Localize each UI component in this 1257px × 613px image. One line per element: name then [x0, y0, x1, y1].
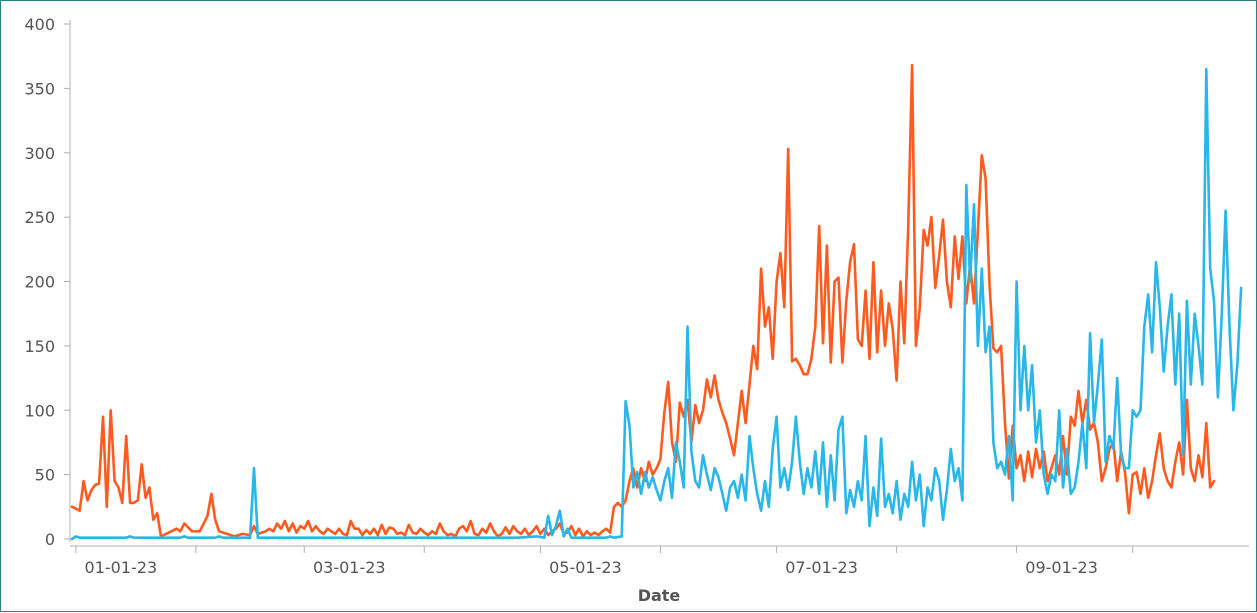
y-tick-label: 250 — [24, 208, 55, 227]
y-ticks: 0 50 100 150 200 250 300 350 400 — [24, 15, 70, 549]
x-axis-title: Date — [638, 586, 681, 605]
x-tick-label: 07-01-23 — [785, 558, 858, 577]
y-tick-label: 200 — [24, 273, 55, 292]
x-tick-label: 05-01-23 — [549, 558, 622, 577]
y-tick-label: 400 — [24, 15, 55, 34]
y-tick-label: 100 — [24, 401, 55, 420]
y-tick-label: 50 — [35, 466, 55, 485]
x-tick-label: 03-01-23 — [313, 558, 386, 577]
series-line-2 — [70, 67, 1243, 541]
series-line-1 — [70, 63, 1216, 538]
x-ticks: 01-01-23 03-01-23 05-01-23 07-01-23 09-01-23 — [75, 546, 1134, 577]
series-layer — [70, 63, 1243, 541]
y-tick-label: 150 — [24, 337, 55, 356]
x-tick-label: 01-01-23 — [85, 558, 158, 577]
y-tick-label: 350 — [24, 79, 55, 98]
y-tick-label: 300 — [24, 144, 55, 163]
x-tick-label: 09-01-23 — [1025, 558, 1098, 577]
y-tick-label: 0 — [45, 530, 55, 549]
axis-layer: 0 50 100 150 200 250 300 350 400 01-01-23 03-01-2… — [24, 15, 1249, 605]
